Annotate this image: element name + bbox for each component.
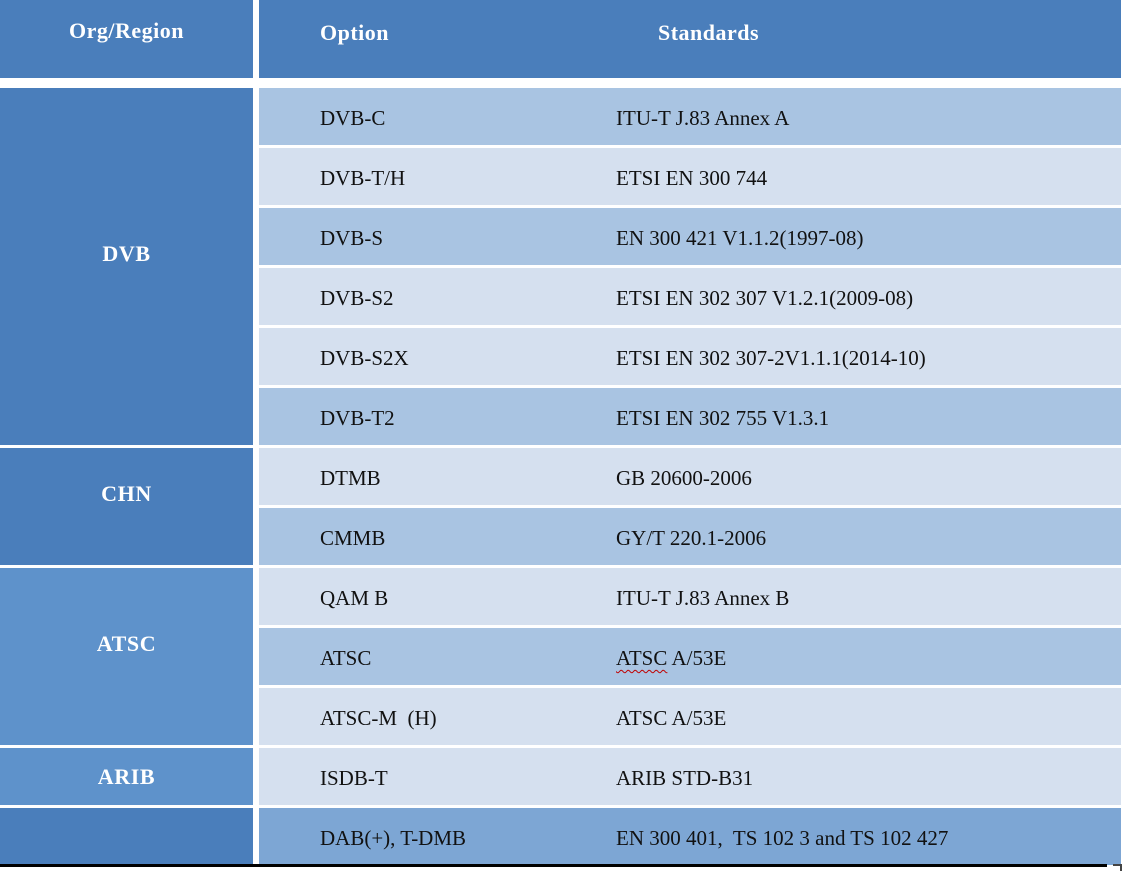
standard-cell: ETSI EN 300 744 bbox=[616, 166, 768, 190]
table-row: DVB-S EN 300 421 V1.1.2(1997-08) bbox=[259, 208, 1121, 265]
table-row: ATSC ATSC A/53E bbox=[259, 628, 1121, 685]
standard-cell: ETSI EN 302 307-2V1.1.1(2014-10) bbox=[616, 346, 926, 370]
option-cell: DVB-S2 bbox=[320, 286, 394, 310]
org-region-cell: DVB bbox=[0, 88, 253, 445]
table-section-chn: CHN DTMB GB 20600-2006 CMMB GY/T 220.1-2006 bbox=[0, 448, 1127, 565]
table-section-arib: ARIB ISDB-T ARIB STD-B31 bbox=[0, 748, 1127, 805]
standard-cell: ATSC A/53E bbox=[616, 706, 727, 730]
standard-cell: ETSI EN 302 307 V1.2.1(2009-08) bbox=[616, 286, 914, 310]
option-cell: ATSC-M (H) bbox=[320, 706, 437, 730]
header-divider bbox=[253, 0, 259, 78]
standard-cell: GB 20600-2006 bbox=[616, 466, 752, 490]
option-cell: DAB(+), T-DMB bbox=[320, 826, 467, 850]
standard-cell: ATSC A/53E bbox=[616, 646, 727, 670]
table-row: DVB-S2X ETSI EN 302 307-2V1.1.1(2014-10) bbox=[259, 328, 1121, 385]
table-row: DVB-T2 ETSI EN 302 755 V1.3.1 bbox=[259, 388, 1121, 445]
option-cell: ATSC bbox=[320, 646, 372, 670]
option-cell: DVB-S bbox=[320, 226, 384, 250]
standard-cell: EN 300 401, TS 102 3 and TS 102 427 bbox=[616, 826, 949, 850]
table-row: DAB(+), T-DMB EN 300 401, TS 102 3 and TS… bbox=[259, 808, 1121, 865]
spellcheck-underlined-word: ATSC bbox=[616, 646, 668, 670]
option-cell: DVB-T2 bbox=[320, 406, 395, 430]
column-header-org-region: Org/Region bbox=[0, 0, 253, 78]
corner-artifact-mark bbox=[1113, 864, 1122, 871]
option-cell: QAM B bbox=[320, 586, 389, 610]
table-header-row: Org/Region Option Standards bbox=[0, 0, 1127, 78]
option-cell: DTMB bbox=[320, 466, 381, 490]
table-section-atsc: ATSC QAM B ITU-T J.83 Annex B ATSC ATSC A/53… bbox=[0, 568, 1127, 745]
org-region-cell: ARIB bbox=[0, 748, 253, 805]
table-row: DVB-T/H ETSI EN 300 744 bbox=[259, 148, 1121, 205]
option-cell: DVB-S2X bbox=[320, 346, 409, 370]
table-row: DTMB GB 20600-2006 bbox=[259, 448, 1121, 505]
org-region-cell: CHN bbox=[0, 448, 253, 565]
section-rows: DTMB GB 20600-2006 CMMB GY/T 220.1-2006 bbox=[259, 448, 1121, 565]
table-body: DVB DVB-C ITU-T J.83 Annex A DVB-T/H ETSI EN… bbox=[0, 88, 1127, 865]
table-section-dvb: DVB DVB-C ITU-T J.83 Annex A DVB-T/H ETSI EN… bbox=[0, 88, 1127, 445]
table-row: CMMB GY/T 220.1-2006 bbox=[259, 508, 1121, 565]
table-row: QAM B ITU-T J.83 Annex B bbox=[259, 568, 1121, 625]
section-rows: DVB-C ITU-T J.83 Annex A DVB-T/H ETSI EN 30… bbox=[259, 88, 1121, 445]
option-cell: DVB-T/H bbox=[320, 166, 406, 190]
option-cell: ISDB-T bbox=[320, 766, 388, 790]
section-rows: ISDB-T ARIB STD-B31 bbox=[259, 748, 1121, 805]
standard-cell: ITU-T J.83 Annex B bbox=[616, 586, 790, 610]
column-header-option: Option bbox=[320, 20, 390, 45]
section-rows: QAM B ITU-T J.83 Annex B ATSC ATSC A/53E ATS… bbox=[259, 568, 1121, 745]
table-row: ATSC-M (H) ATSC A/53E bbox=[259, 688, 1121, 745]
standard-cell: ARIB STD-B31 bbox=[616, 766, 754, 790]
org-region-cell: ATSC bbox=[0, 568, 253, 745]
table-row: DVB-C ITU-T J.83 Annex A bbox=[259, 88, 1121, 145]
table-row: DVB-S2 ETSI EN 302 307 V1.2.1(2009-08) bbox=[259, 268, 1121, 325]
header-right-cell: Option Standards bbox=[259, 0, 1121, 78]
standard-cell: ETSI EN 302 755 V1.3.1 bbox=[616, 406, 830, 430]
column-header-standards: Standards bbox=[658, 20, 760, 45]
option-cell: CMMB bbox=[320, 526, 386, 550]
option-cell: DVB-C bbox=[320, 106, 386, 130]
bottom-border-line bbox=[0, 864, 1107, 867]
table-section: DAB(+), T-DMB EN 300 401, TS 102 3 and TS… bbox=[0, 808, 1127, 865]
section-rows: DAB(+), T-DMB EN 300 401, TS 102 3 and TS… bbox=[259, 808, 1121, 865]
table-row: ISDB-T ARIB STD-B31 bbox=[259, 748, 1121, 805]
standard-cell: GY/T 220.1-2006 bbox=[616, 526, 767, 550]
standard-cell: EN 300 421 V1.1.2(1997-08) bbox=[616, 226, 864, 250]
standard-cell: ITU-T J.83 Annex A bbox=[616, 106, 790, 130]
org-region-cell bbox=[0, 808, 253, 865]
